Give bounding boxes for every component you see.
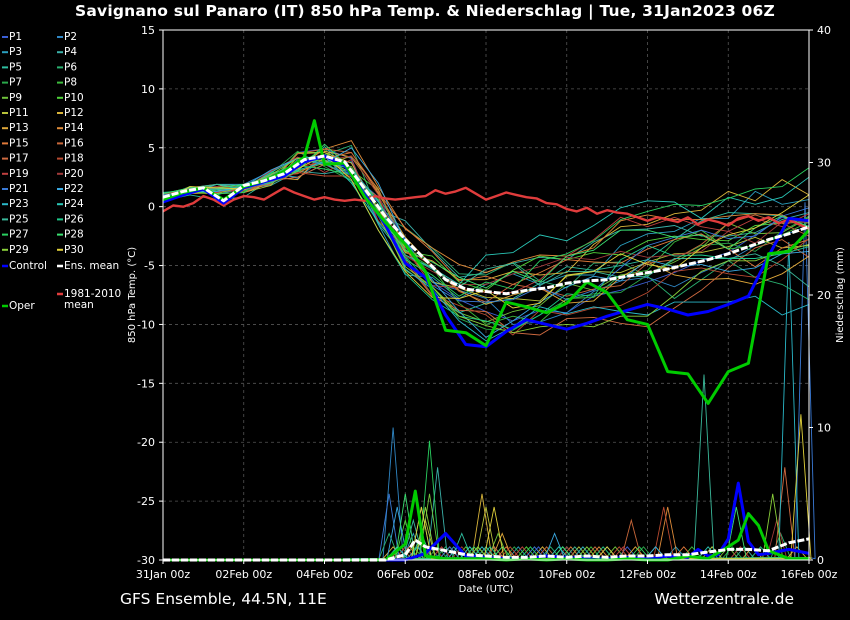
legend-item: P16 xyxy=(64,137,84,149)
legend-item: P24 xyxy=(64,198,84,210)
ens-mean-line xyxy=(162,154,810,296)
member-temp-line xyxy=(162,155,810,302)
legend-item-continued: mean xyxy=(64,299,94,311)
x-tick-label: 10Feb 00z xyxy=(538,568,595,581)
y-left-tick-label: -25 xyxy=(137,495,155,508)
y-left-tick-label: -15 xyxy=(137,377,155,390)
legend-item: P17 xyxy=(9,153,29,165)
legend-item: P21 xyxy=(9,183,29,195)
y-left-tick-label: 15 xyxy=(141,24,155,37)
y-left-tick-label: 0 xyxy=(148,201,155,214)
y-right-tick-label: 30 xyxy=(817,157,831,170)
legend-item: P27 xyxy=(9,229,29,241)
legend-item: Oper xyxy=(9,300,35,312)
model-info: GFS Ensemble, 44.5N, 11E xyxy=(120,590,327,608)
legend-item: P28 xyxy=(64,229,84,241)
member-temp-line xyxy=(162,154,810,309)
member-temp-line xyxy=(162,143,810,289)
legend-item: P2 xyxy=(64,31,77,43)
legend-item: P12 xyxy=(64,107,84,119)
legend-item: P22 xyxy=(64,183,84,195)
legend-item: 1981-2010 xyxy=(64,288,121,300)
legend-item: P26 xyxy=(64,213,84,225)
chart-grid xyxy=(162,29,810,561)
legend-item: P14 xyxy=(64,122,84,134)
x-axis-label: Date (UTC) xyxy=(459,584,514,595)
1981-2010-mean-line xyxy=(162,186,810,231)
y-right-tick-label: 10 xyxy=(817,422,831,435)
y-left-tick-label: -20 xyxy=(137,436,155,449)
y-left-tick-label: -30 xyxy=(137,554,155,567)
legend-item: P18 xyxy=(64,153,84,165)
legend-item: P6 xyxy=(64,61,77,73)
chart-title: Savignano sul Panaro (IT) 850 hPa Temp. … xyxy=(75,2,775,20)
legend-item: P9 xyxy=(9,92,22,104)
member-temp-line xyxy=(162,155,810,285)
legend-item: P1 xyxy=(9,31,22,43)
member-temp-line xyxy=(162,164,810,297)
y-left-tick-label: -10 xyxy=(137,318,155,331)
y-left-tick-label: -5 xyxy=(144,260,155,273)
y-right-tick-label: 0 xyxy=(817,554,824,567)
x-tick-label: 16Feb 00z xyxy=(781,568,838,581)
x-tick-label: 12Feb 00z xyxy=(619,568,676,581)
ens-mean-precip-line xyxy=(163,537,810,562)
member-precip-line xyxy=(162,414,812,561)
legend-item: P25 xyxy=(9,213,29,225)
y-left-tick-label: 5 xyxy=(148,142,155,155)
legend-item: P4 xyxy=(64,46,77,58)
y-left-tick-label: 10 xyxy=(141,83,155,96)
legend-item: P19 xyxy=(9,168,29,180)
legend-item: P20 xyxy=(64,168,84,180)
y-axis-left-label: 850 hPa Temp. (°C) xyxy=(127,247,138,343)
member-temp-line xyxy=(162,147,810,338)
y-axis-right-label: Niederschlag (mm) xyxy=(835,247,846,343)
legend-item: P7 xyxy=(9,77,22,89)
legend-item: Ens. mean xyxy=(64,260,119,272)
legend-item: P3 xyxy=(9,46,22,58)
legend: P1 P2 P3 P4 P5 P6 P7 P8 P9 P10 P11 P12 P13 P14 P15 P16 P… xyxy=(2,31,121,312)
y-right-tick-label: 20 xyxy=(817,289,831,302)
legend-item: P30 xyxy=(64,244,84,256)
member-temp-line xyxy=(162,157,810,334)
y-right-tick-label: 40 xyxy=(817,24,831,37)
site-name: Wetterzentrale.de xyxy=(654,590,794,608)
legend-item: P15 xyxy=(9,137,29,149)
legend-item: P29 xyxy=(9,244,29,256)
x-tick-label: 06Feb 00z xyxy=(377,568,434,581)
legend-item: P8 xyxy=(64,77,77,89)
legend-item: P10 xyxy=(64,92,84,104)
legend-item: P23 xyxy=(9,198,29,210)
legend-item: P13 xyxy=(9,122,29,134)
x-tick-label: 02Feb 00z xyxy=(215,568,272,581)
axis-ticks: 31Jan 00z 02Feb 00z 04Feb 00z 06Feb 00z 08Fe… xyxy=(136,24,838,581)
x-tick-label: 31Jan 00z xyxy=(136,568,190,581)
x-tick-label: 08Feb 00z xyxy=(458,568,515,581)
x-tick-label: 04Feb 00z xyxy=(296,568,353,581)
legend-item: P11 xyxy=(9,107,29,119)
x-tick-label: 14Feb 00z xyxy=(700,568,757,581)
legend-item: Control xyxy=(9,260,47,272)
legend-item: P5 xyxy=(9,61,22,73)
